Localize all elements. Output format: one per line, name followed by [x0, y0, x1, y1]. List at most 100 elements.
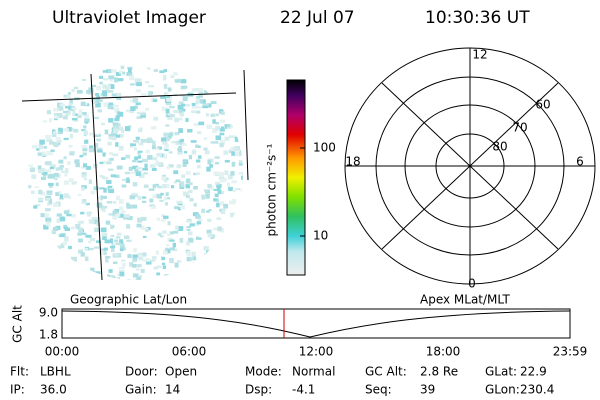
- pixel: [73, 128, 79, 133]
- pixel: [47, 202, 52, 206]
- info-value: 39: [420, 383, 435, 397]
- pixel: [219, 119, 226, 123]
- pixel: [112, 210, 119, 215]
- info-value: 22.9: [520, 365, 547, 379]
- pixel: [63, 224, 67, 229]
- pixel: [219, 201, 225, 206]
- pixel: [179, 109, 183, 113]
- pixel: [61, 170, 67, 173]
- pixel: [88, 179, 92, 184]
- pixel: [228, 149, 234, 154]
- lat-label: 60: [535, 98, 550, 112]
- pixel: [191, 105, 198, 109]
- pixel: [166, 165, 170, 170]
- pixel: [197, 219, 203, 222]
- pixel: [164, 107, 169, 110]
- pixel: [224, 136, 230, 141]
- pixel: [233, 146, 239, 152]
- pixel: [167, 116, 173, 120]
- pixel: [163, 74, 167, 80]
- pixel: [100, 227, 107, 233]
- caption: Apex MLat/MLT: [420, 293, 510, 307]
- pixel: [39, 139, 45, 145]
- pixel: [57, 113, 63, 118]
- pixel: [178, 145, 182, 151]
- pixel: [160, 219, 166, 222]
- pixel: [42, 174, 47, 177]
- pixel: [181, 85, 188, 89]
- pixel: [136, 276, 142, 280]
- pixel: [199, 99, 204, 103]
- pixel: [172, 242, 177, 248]
- pixel: [178, 128, 183, 133]
- pixel: [136, 264, 142, 268]
- pixel: [91, 216, 98, 220]
- pixel: [208, 209, 212, 212]
- pixel: [58, 245, 65, 249]
- pixel: [100, 207, 106, 211]
- pixel: [149, 198, 154, 203]
- pixel: [145, 261, 152, 265]
- pixel: [53, 202, 59, 208]
- pixel: [75, 226, 80, 230]
- pixel: [86, 89, 91, 94]
- pixel: [96, 222, 100, 227]
- pixel: [43, 146, 47, 149]
- pixel: [206, 124, 213, 129]
- pixel: [179, 237, 184, 243]
- pixel: [71, 88, 75, 92]
- pixel: [174, 131, 180, 136]
- pixel: [174, 206, 179, 210]
- pixel: [203, 147, 208, 151]
- pixel: [135, 167, 142, 170]
- pixel: [190, 140, 197, 143]
- pixel: [140, 138, 147, 143]
- pixel: [60, 243, 65, 248]
- pixel: [48, 182, 54, 186]
- pixel: [152, 184, 156, 189]
- pixel: [29, 167, 35, 173]
- pixel: [176, 164, 182, 169]
- pixel: [91, 99, 97, 104]
- pixel: [88, 148, 95, 153]
- pixel: [105, 69, 112, 74]
- pixel: [197, 88, 204, 93]
- pixel: [205, 193, 210, 199]
- pixel: [203, 189, 209, 192]
- pixel: [161, 213, 165, 217]
- pixel: [69, 151, 75, 155]
- pixel: [95, 99, 100, 104]
- pixel: [130, 99, 136, 103]
- pixel: [202, 104, 208, 109]
- pixel: [96, 85, 102, 91]
- pixel: [204, 189, 210, 194]
- pixel: [119, 270, 125, 273]
- pixel: [151, 167, 157, 172]
- pixel: [79, 154, 84, 158]
- pixel: [108, 189, 115, 194]
- pixel: [40, 191, 46, 196]
- pixel: [168, 132, 173, 137]
- pixel: [203, 246, 209, 251]
- pixel: [195, 236, 200, 239]
- pixel: [146, 226, 151, 231]
- pixel: [88, 240, 92, 244]
- pixel: [231, 161, 236, 167]
- pixel: [66, 213, 72, 217]
- pixel: [164, 92, 168, 96]
- pixel: [142, 252, 147, 257]
- info-value: 2.8 Re: [420, 365, 458, 379]
- y-label: 9.0: [39, 306, 58, 320]
- pixel: [88, 87, 94, 93]
- pixel: [122, 178, 127, 181]
- pixel: [193, 123, 199, 126]
- pixel: [231, 151, 235, 156]
- pixel: [109, 79, 113, 82]
- pixel: [43, 120, 48, 123]
- pixel: [189, 223, 195, 227]
- pixel: [64, 227, 70, 231]
- pixel: [88, 132, 94, 136]
- pixel: [109, 238, 113, 244]
- pixel: [81, 174, 87, 178]
- pixel: [49, 166, 55, 170]
